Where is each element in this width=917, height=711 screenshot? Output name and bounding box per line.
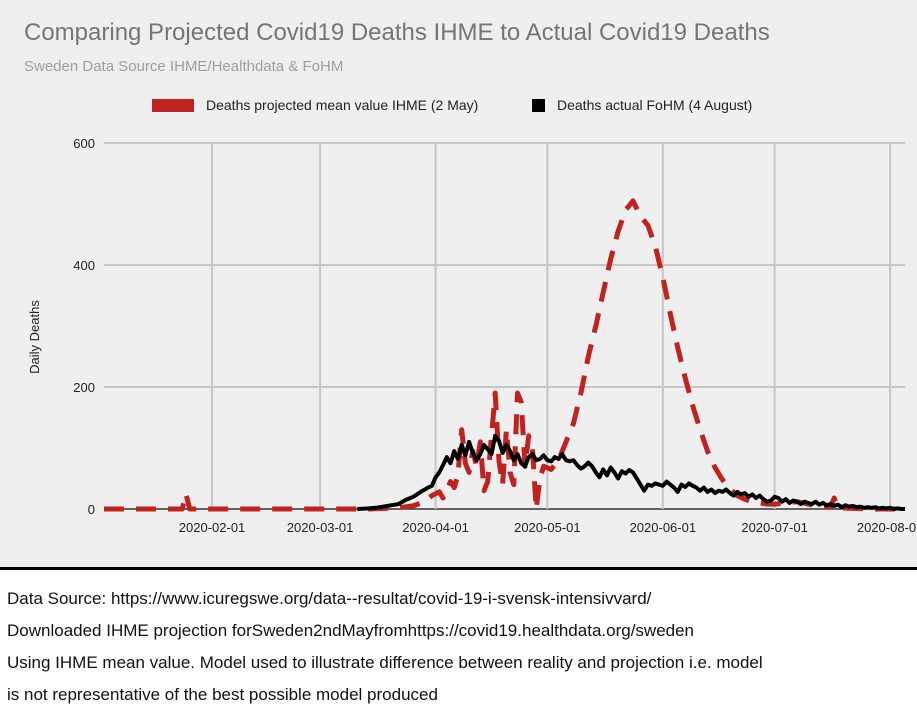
- x-tick-label: 2020-02-01: [179, 520, 246, 535]
- x-tick-labels: 2020-02-01 2020-03-01 2020-04-01 2020-05-01…: [179, 520, 917, 535]
- legend-item-actual: Deaths actual FoHM (4 August): [532, 97, 752, 113]
- x-tick-label: 2020-06-01: [630, 520, 697, 535]
- legend-label-actual: Deaths actual FoHM (4 August): [557, 97, 753, 113]
- divider: [0, 567, 917, 570]
- note-line-1: Data Source: https://www.icuregswe.org/d…: [7, 589, 652, 608]
- legend-item-projected: Deaths projected mean value IHME (2 May): [152, 97, 478, 113]
- note-line-4: is not representative of the best possib…: [7, 685, 438, 704]
- chart-panel: [0, 0, 917, 567]
- y-tick-label: 200: [73, 380, 95, 395]
- x-tick-label: 2020-04-01: [402, 520, 469, 535]
- x-tick-label: 2020-05-01: [514, 520, 581, 535]
- source-notes: Data Source: https://www.icuregswe.org/d…: [7, 583, 763, 711]
- legend-swatch-projected: [152, 98, 194, 112]
- chart-subtitle: Sweden Data Source IHME/Healthdata & FoH…: [24, 58, 344, 75]
- x-tick-label: 2020-03-01: [287, 520, 354, 535]
- y-tick-label: 0: [88, 502, 95, 517]
- plot-area: 2020-02-01 2020-03-01 2020-04-01 2020-05-01…: [27, 136, 917, 535]
- y-tick-labels: 0 200 400 600: [73, 136, 95, 517]
- y-tick-label: 400: [73, 258, 95, 273]
- legend-label-projected: Deaths projected mean value IHME (2 May): [206, 97, 479, 113]
- note-line-3: Using IHME mean value. Model used to ill…: [7, 653, 763, 672]
- grid-lines: [104, 142, 905, 510]
- x-tick-label: 2020-08-01: [857, 520, 917, 535]
- note-line-2: Downloaded IHME projection forSweden2ndM…: [7, 621, 695, 640]
- series-lines: [104, 198, 905, 512]
- chart-title: Comparing Projected Covid19 Deaths IHME …: [24, 19, 770, 46]
- series-line-projected: [104, 198, 905, 512]
- series-line-actual: [357, 433, 905, 511]
- x-tick-label: 2020-07-01: [741, 520, 808, 535]
- y-tick-label: 600: [73, 136, 95, 151]
- legend-swatch-actual: [532, 98, 545, 112]
- y-axis-label: Daily Deaths: [27, 300, 42, 374]
